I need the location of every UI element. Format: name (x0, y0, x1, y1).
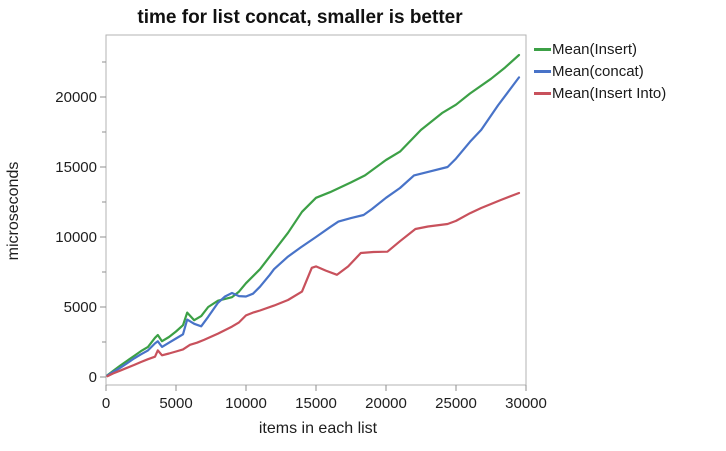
legend-label: Mean(Insert) (552, 40, 638, 58)
legend-swatch-icon (534, 91, 551, 95)
x-axis-title: items in each list (258, 420, 378, 437)
legend-swatch-icon (534, 47, 551, 51)
legend-swatch-icon (534, 69, 551, 73)
y-tick-label: 0 (89, 369, 97, 386)
x-tick-label: 25000 (435, 395, 477, 412)
legend-label: Mean(concat) (552, 62, 644, 80)
legend: Mean(Insert) Mean(concat) Mean(Insert Into… (534, 38, 666, 104)
y-tick-label: 20000 (55, 89, 97, 106)
x-tick-label: 0 (102, 395, 110, 412)
x-tick-label: 10000 (225, 395, 267, 412)
x-tick-label: 30000 (505, 395, 547, 412)
legend-item-0[interactable]: Mean(Insert) (534, 38, 666, 60)
x-tick-label: 15000 (295, 395, 337, 412)
x-tick-label: 5000 (159, 395, 192, 412)
legend-item-2[interactable]: Mean(Insert Into) (534, 82, 666, 104)
y-tick-label: 15000 (55, 159, 97, 176)
chart-title: time for list concat, smaller is better (137, 7, 463, 28)
legend-label: Mean(Insert Into) (552, 84, 667, 102)
series-line-0 (106, 53, 521, 377)
series-line-2 (106, 191, 521, 378)
series-line-1 (106, 76, 521, 377)
y-tick-label: 5000 (64, 299, 97, 316)
plot-frame (105, 34, 527, 386)
y-axis-title: microseconds (5, 161, 22, 261)
legend-item-1[interactable]: Mean(concat) (534, 60, 666, 82)
x-tick-label: 20000 (365, 395, 407, 412)
y-tick-label: 10000 (55, 229, 97, 246)
